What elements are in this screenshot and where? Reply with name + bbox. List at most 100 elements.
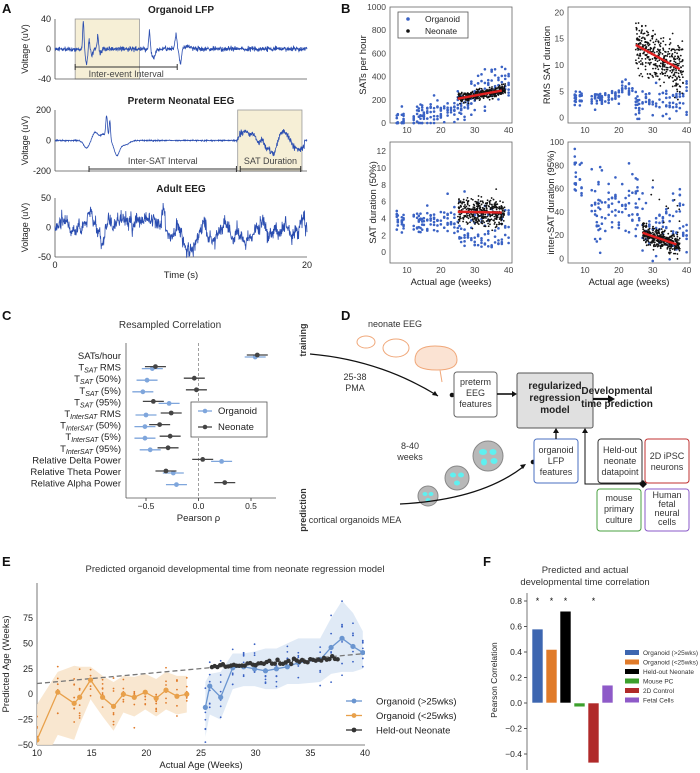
legend-label: Fetal Cells xyxy=(643,698,674,705)
neonate-point xyxy=(500,215,503,218)
legend-swatch xyxy=(625,669,639,674)
organoid-point xyxy=(396,121,400,125)
organoid-point xyxy=(453,216,456,220)
neonate-point xyxy=(645,240,647,243)
neonate-point xyxy=(674,51,676,54)
series-point xyxy=(284,664,290,670)
organoid-point xyxy=(466,233,470,237)
neonate-point xyxy=(488,213,491,216)
neonate-point xyxy=(486,88,488,91)
y-tick-label: 80 xyxy=(555,160,565,170)
neonate-point xyxy=(668,43,671,46)
neonate-point xyxy=(503,87,505,90)
neonate-point xyxy=(474,98,477,101)
neonate-point xyxy=(489,218,492,221)
neonate-point xyxy=(465,205,468,208)
neonate-point xyxy=(458,220,461,222)
neonate-point xyxy=(487,218,490,221)
neonate-point xyxy=(678,62,680,65)
series-point xyxy=(174,693,180,699)
sample-point xyxy=(73,678,76,680)
sample-point xyxy=(101,692,104,694)
organoid-point xyxy=(610,202,614,205)
organoid-point xyxy=(595,102,599,105)
neonate-point xyxy=(638,29,641,32)
ipsc-box-line-2: neurons xyxy=(651,462,684,472)
neonate-point xyxy=(493,223,496,225)
x-tick-label: 40 xyxy=(504,125,514,135)
organoid-point xyxy=(644,201,648,205)
legend-swatch xyxy=(625,659,639,665)
y-tick-label: 8 xyxy=(381,180,386,190)
sample-point xyxy=(112,720,115,723)
neonate-point xyxy=(477,213,479,216)
neonate-point xyxy=(654,33,656,36)
legend-swatch xyxy=(625,688,639,693)
organoid-point xyxy=(415,212,419,215)
y-axis-label: Voltage (uV) xyxy=(20,24,30,74)
neonate-point xyxy=(656,243,659,246)
neonate-point xyxy=(459,200,462,203)
neonate-point xyxy=(643,235,646,238)
neonate-point xyxy=(647,62,650,64)
organoid-point xyxy=(627,201,631,205)
organoid-point xyxy=(453,205,456,209)
neonate-point xyxy=(637,57,640,60)
sample-point xyxy=(264,675,267,678)
neonate-point xyxy=(460,209,463,211)
sample-point xyxy=(361,641,364,643)
neonate-point xyxy=(655,232,658,235)
organoid-point xyxy=(574,161,578,164)
sample-point xyxy=(208,702,211,705)
organoid-point xyxy=(603,92,607,95)
sample-point xyxy=(78,717,81,719)
neonate-eeg-label: neonate EEG xyxy=(368,319,422,329)
organoid-point xyxy=(436,105,439,109)
organoid-point xyxy=(429,213,432,217)
neonate-point xyxy=(466,92,469,94)
organoid-point xyxy=(678,187,682,191)
neonate-point xyxy=(481,207,484,209)
neonate-point xyxy=(678,208,681,211)
neonate-point xyxy=(477,195,480,197)
organoid-point xyxy=(617,226,621,230)
arrowhead xyxy=(582,428,588,433)
neonate-point xyxy=(638,39,641,41)
organoid-point xyxy=(459,227,463,230)
neonate-point xyxy=(469,216,472,219)
arrowhead xyxy=(520,464,526,469)
neonate-point xyxy=(479,98,482,100)
y-tick-label: 40 xyxy=(555,207,565,217)
series-point xyxy=(262,668,269,674)
neonate-point xyxy=(493,206,496,209)
neonate-point xyxy=(668,52,671,55)
sample-point xyxy=(165,701,167,704)
neonate-point xyxy=(484,225,487,228)
neonate-point xyxy=(676,231,679,234)
neonate-point xyxy=(646,43,649,45)
x-tick-label: 30 xyxy=(648,125,658,135)
neonate-point xyxy=(495,218,498,221)
sample-point xyxy=(78,704,81,707)
neonate-point xyxy=(678,49,681,52)
legend-marker xyxy=(351,698,357,704)
sample-point xyxy=(56,665,59,668)
neonate-point xyxy=(666,237,669,240)
series-point xyxy=(142,689,148,695)
neonate-point xyxy=(636,37,639,40)
neonate-point xyxy=(676,88,678,91)
neonate-point xyxy=(473,206,476,209)
neonate-point xyxy=(473,204,476,207)
neonate-point xyxy=(662,244,664,247)
y-axis-label: inter-SAT duration (95%) xyxy=(546,150,557,254)
neonate-point xyxy=(490,197,493,199)
neonate-point xyxy=(497,86,499,89)
neonate-point xyxy=(483,204,486,207)
organoid-point xyxy=(419,226,422,230)
organoid-point xyxy=(432,94,436,97)
sample-point xyxy=(78,712,81,715)
neonate-point xyxy=(669,38,671,40)
organoid-point xyxy=(439,116,443,119)
organoid-point xyxy=(620,90,624,94)
